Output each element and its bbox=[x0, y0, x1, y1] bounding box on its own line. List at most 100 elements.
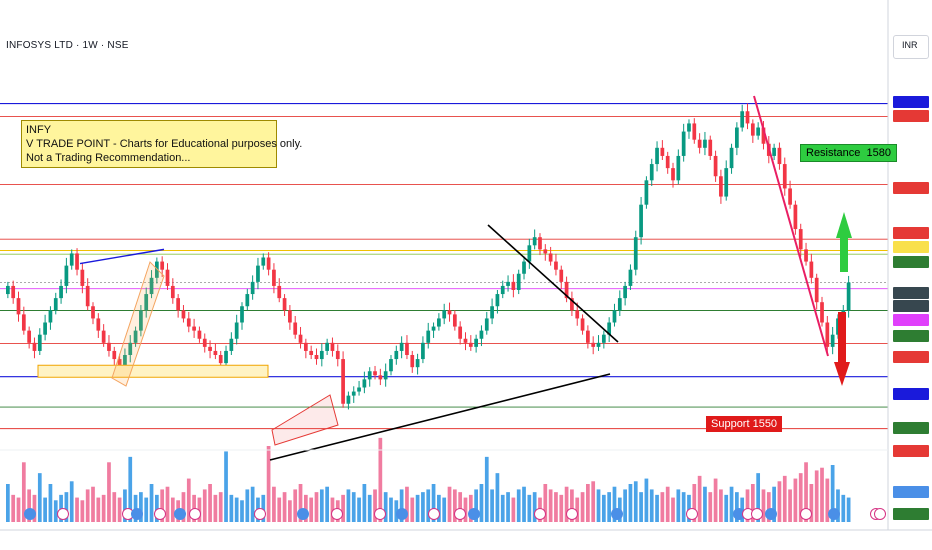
candle-body bbox=[500, 285, 505, 295]
volume-bar bbox=[511, 497, 516, 522]
candle-body bbox=[836, 318, 840, 335]
volume-bar bbox=[490, 489, 494, 522]
event-marker bbox=[154, 508, 166, 520]
candle-body bbox=[809, 261, 814, 278]
volume-bar bbox=[703, 486, 707, 522]
volume-bar bbox=[197, 497, 202, 522]
volume-bar bbox=[697, 475, 702, 522]
candle-body bbox=[341, 359, 345, 404]
volume-bar bbox=[543, 484, 548, 522]
volume-bar bbox=[16, 497, 21, 522]
candle-body bbox=[458, 326, 463, 339]
note-line-source: V TRADE POINT - Charts for Educational p… bbox=[26, 138, 303, 150]
candle-body bbox=[335, 350, 340, 360]
volume-bar bbox=[628, 484, 633, 522]
candle-body bbox=[740, 111, 745, 128]
candle-body bbox=[128, 342, 133, 355]
volume-bar bbox=[596, 489, 601, 522]
candle-body bbox=[617, 298, 622, 311]
candle-body bbox=[703, 139, 707, 148]
volume-bar bbox=[495, 473, 500, 522]
candle-body bbox=[59, 285, 63, 299]
candle-body bbox=[415, 359, 420, 368]
volume-bar bbox=[96, 497, 101, 522]
event-marker bbox=[534, 508, 546, 520]
event-marker bbox=[57, 508, 69, 520]
volume-bar bbox=[687, 494, 691, 522]
candle-body bbox=[37, 334, 42, 351]
price-tag bbox=[893, 96, 929, 108]
event-marker bbox=[428, 508, 440, 520]
event-marker bbox=[374, 508, 386, 520]
price-tag bbox=[893, 486, 929, 498]
candle-body bbox=[330, 342, 335, 351]
candle-body bbox=[713, 155, 718, 177]
volume-bar bbox=[351, 492, 356, 522]
candle-body bbox=[107, 342, 111, 351]
volume-bar bbox=[224, 451, 228, 522]
candle-body bbox=[697, 139, 702, 148]
candle-body bbox=[309, 350, 314, 355]
volume-bar bbox=[655, 494, 659, 522]
volume-bar bbox=[841, 494, 846, 522]
volume-bar bbox=[820, 467, 824, 522]
currency-box[interactable] bbox=[893, 35, 929, 59]
event-marker bbox=[24, 508, 36, 520]
candle-body bbox=[490, 306, 494, 319]
volume-bar bbox=[383, 492, 388, 522]
candle-body bbox=[756, 127, 761, 136]
candle-body bbox=[245, 294, 250, 307]
candle-body bbox=[431, 326, 436, 331]
trendline-down bbox=[487, 224, 619, 343]
candle-body bbox=[559, 269, 564, 282]
volume-bar bbox=[362, 484, 367, 522]
volume-bar bbox=[245, 489, 250, 522]
candle-body bbox=[399, 342, 404, 351]
volume-bar bbox=[570, 489, 574, 522]
candle-body bbox=[623, 285, 627, 299]
volume-bar bbox=[346, 489, 351, 522]
volume-bar bbox=[69, 481, 74, 522]
price-tag bbox=[893, 110, 929, 122]
volume-bar bbox=[139, 492, 143, 522]
candle-body bbox=[676, 155, 681, 181]
volume-bar bbox=[325, 486, 329, 522]
candle-body bbox=[373, 371, 377, 376]
candle-body bbox=[16, 298, 21, 315]
candle-body bbox=[665, 155, 670, 169]
volume-bar bbox=[309, 497, 314, 522]
candle-body bbox=[43, 322, 47, 335]
candle-body bbox=[421, 342, 425, 360]
event-marker bbox=[468, 508, 480, 520]
candle-body bbox=[394, 350, 399, 360]
volume-bar bbox=[341, 494, 345, 522]
volume-bar bbox=[282, 492, 287, 522]
price-tag bbox=[893, 388, 929, 400]
volume-bar bbox=[107, 462, 111, 522]
price-tag bbox=[893, 241, 929, 253]
candle-body bbox=[139, 310, 143, 331]
volume-bar bbox=[410, 497, 415, 522]
candle-body bbox=[745, 111, 750, 124]
candle-body bbox=[538, 237, 542, 250]
volume-bar bbox=[463, 497, 468, 522]
candle-body bbox=[830, 334, 835, 347]
volume-bar bbox=[809, 484, 814, 522]
volume-bar bbox=[288, 500, 292, 522]
volume-bar bbox=[250, 486, 255, 522]
candle-body bbox=[649, 164, 654, 181]
candle-body bbox=[229, 338, 234, 351]
volume-bar bbox=[415, 494, 420, 522]
candle-body bbox=[357, 387, 361, 392]
volume-bar bbox=[623, 489, 627, 522]
candle-body bbox=[437, 318, 441, 327]
event-marker bbox=[765, 508, 777, 520]
event-marker bbox=[131, 508, 143, 520]
volume-bar bbox=[186, 478, 191, 522]
volume-bar bbox=[804, 462, 808, 522]
candle-body bbox=[750, 123, 755, 136]
candle-body bbox=[325, 342, 329, 351]
arrow-down-shaft bbox=[838, 312, 846, 364]
volume-bar bbox=[330, 497, 335, 522]
